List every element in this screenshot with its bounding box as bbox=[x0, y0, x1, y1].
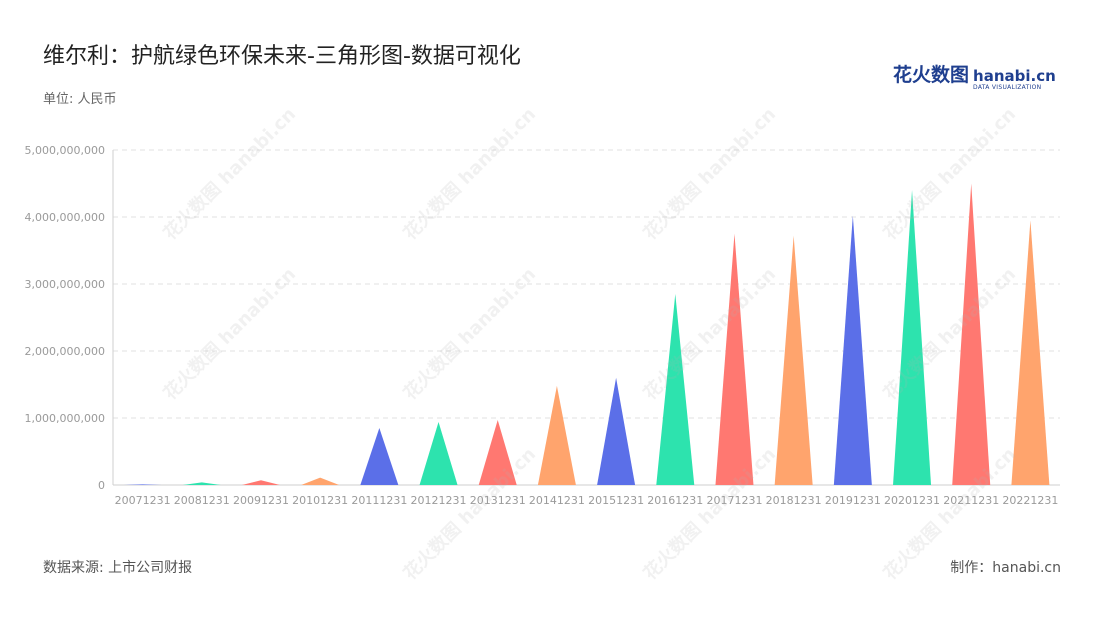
x-tick-label: 20081231 bbox=[174, 494, 230, 507]
brand-logo: 花火数图 hanabi.cn DATA VISUALIZATION bbox=[893, 60, 1056, 91]
triangle-mark bbox=[419, 422, 458, 485]
y-tick-label: 1,000,000,000 bbox=[25, 412, 105, 425]
x-tick-label: 20101231 bbox=[292, 494, 348, 507]
y-tick-label: 3,000,000,000 bbox=[25, 278, 105, 291]
triangle-mark bbox=[833, 215, 872, 485]
x-tick-label: 20161231 bbox=[647, 494, 703, 507]
triangle-mark bbox=[893, 190, 932, 485]
triangle-mark bbox=[597, 377, 636, 485]
unit-label: 单位: 人民币 bbox=[43, 92, 117, 107]
x-tick-label: 20221231 bbox=[1002, 494, 1058, 507]
triangle-mark bbox=[241, 480, 280, 485]
x-tick-label: 20121231 bbox=[411, 494, 467, 507]
triangle-mark bbox=[952, 183, 991, 485]
logo-en-block: hanabi.cn DATA VISUALIZATION bbox=[973, 69, 1056, 91]
maker-credit: 制作：hanabi.cn bbox=[950, 560, 1061, 576]
triangle-mark bbox=[301, 477, 340, 485]
triangle-mark bbox=[537, 385, 576, 485]
triangle-mark bbox=[360, 428, 399, 485]
x-tick-label: 20131231 bbox=[470, 494, 526, 507]
chart-title: 维尔利：护航绿色环保未来-三角形图-数据可视化 bbox=[43, 44, 521, 69]
logo-en-text: hanabi.cn bbox=[973, 67, 1056, 85]
x-tick-label: 20111231 bbox=[351, 494, 407, 507]
logo-cn-text: 花火数图 bbox=[893, 64, 970, 86]
x-tick-label: 20141231 bbox=[529, 494, 585, 507]
logo-sub-text: DATA VISUALIZATION bbox=[973, 84, 1042, 91]
x-tick-label: 20091231 bbox=[233, 494, 289, 507]
x-tick-label: 20181231 bbox=[766, 494, 822, 507]
x-tick-label: 20071231 bbox=[115, 494, 171, 507]
x-tick-label: 20211231 bbox=[943, 494, 999, 507]
y-tick-label: 2,000,000,000 bbox=[25, 345, 105, 358]
y-tick-label: 0 bbox=[98, 479, 105, 492]
triangle-mark bbox=[774, 235, 813, 485]
triangle-mark bbox=[656, 294, 695, 485]
x-tick-label: 20191231 bbox=[825, 494, 881, 507]
y-tick-label: 4,000,000,000 bbox=[25, 211, 105, 224]
triangle-mark bbox=[715, 233, 754, 485]
data-source: 数据来源: 上市公司财报 bbox=[43, 560, 193, 576]
y-tick-label: 5,000,000,000 bbox=[25, 144, 105, 157]
x-tick-label: 20151231 bbox=[588, 494, 644, 507]
triangle-mark bbox=[1011, 220, 1050, 485]
x-tick-label: 20201231 bbox=[884, 494, 940, 507]
x-tick-label: 20171231 bbox=[706, 494, 762, 507]
triangle-mark bbox=[123, 484, 162, 485]
triangle-mark bbox=[478, 420, 517, 485]
triangle-mark bbox=[182, 482, 221, 485]
